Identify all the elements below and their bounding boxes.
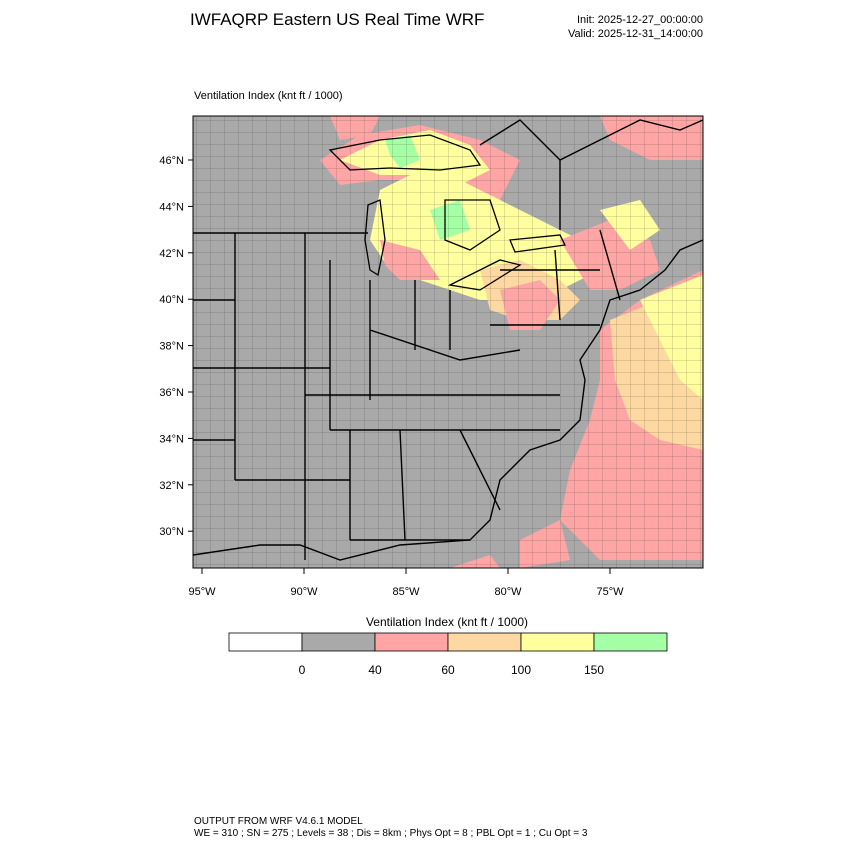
colorbar-box (301, 632, 376, 652)
coastline (193, 239, 703, 561)
lon-tick-label: 90°W (290, 586, 318, 598)
lat-tick-label: 46°N (159, 155, 184, 167)
lat-tick-label: 38°N (159, 341, 184, 353)
lake-huron-outline (444, 199, 501, 251)
lake-erie-outline (447, 259, 522, 291)
colorbar-label: 100 (511, 663, 531, 677)
colorbar-box (520, 632, 595, 652)
colorbar-box (228, 632, 303, 652)
lat-tick-label: 42°N (159, 248, 184, 260)
lon-tick-label: 75°W (596, 586, 624, 598)
lake-michigan-outline (364, 199, 386, 277)
lat-tick-label: 30°N (159, 526, 184, 538)
latitude-axis: 46°N 44°N 42°N 40°N 38°N 36°N 34°N 32°N 30°N (159, 155, 193, 538)
lat-tick-label: 34°N (159, 433, 184, 445)
lon-tick-label: 80°W (494, 586, 522, 598)
lon-tick-label: 85°W (392, 586, 420, 598)
colorbar-box (593, 632, 668, 652)
lat-tick-label: 32°N (159, 480, 184, 492)
canada-border (479, 119, 703, 161)
lon-tick-label: 95°W (188, 586, 216, 598)
colorbar-title: Ventilation Index (knt ft / 1000) (366, 615, 528, 629)
plot-title: IWFAQRP Eastern US Real Time WRF (190, 10, 485, 29)
colorbar-label: 40 (368, 663, 382, 677)
lat-tick-label: 36°N (159, 387, 184, 399)
colorbar-box (374, 632, 449, 652)
map-frame (192, 115, 704, 569)
colorbar (228, 632, 668, 652)
county-grid (193, 116, 703, 568)
colorbar-labels: 0 40 60 100 150 (299, 663, 605, 677)
field-label: Ventilation Index (knt ft / 1000) (194, 90, 343, 102)
lat-tick-label: 44°N (159, 201, 184, 213)
footer-config: WE = 310 ; SN = 275 ; Levels = 38 ; Dis … (194, 828, 588, 839)
lake-ontario-outline (509, 234, 566, 253)
footer-model: OUTPUT FROM WRF V4.6.1 MODEL (194, 816, 363, 827)
lake-superior-outline (328, 134, 482, 171)
lat-tick-label: 40°N (159, 294, 184, 306)
state-boundaries (193, 160, 621, 560)
colorbar-box (447, 632, 522, 652)
colorbar-label: 150 (584, 663, 604, 677)
valid-time: Valid: 2025-12-31_14:00:00 (568, 28, 703, 40)
init-time: Init: 2025-12-27_00:00:00 (577, 14, 703, 26)
map-area (193, 116, 703, 568)
colorbar-label: 0 (299, 663, 306, 677)
colorbar-label: 60 (441, 663, 455, 677)
longitude-axis: 95°W 90°W 85°W 80°W 75°W (188, 568, 624, 598)
